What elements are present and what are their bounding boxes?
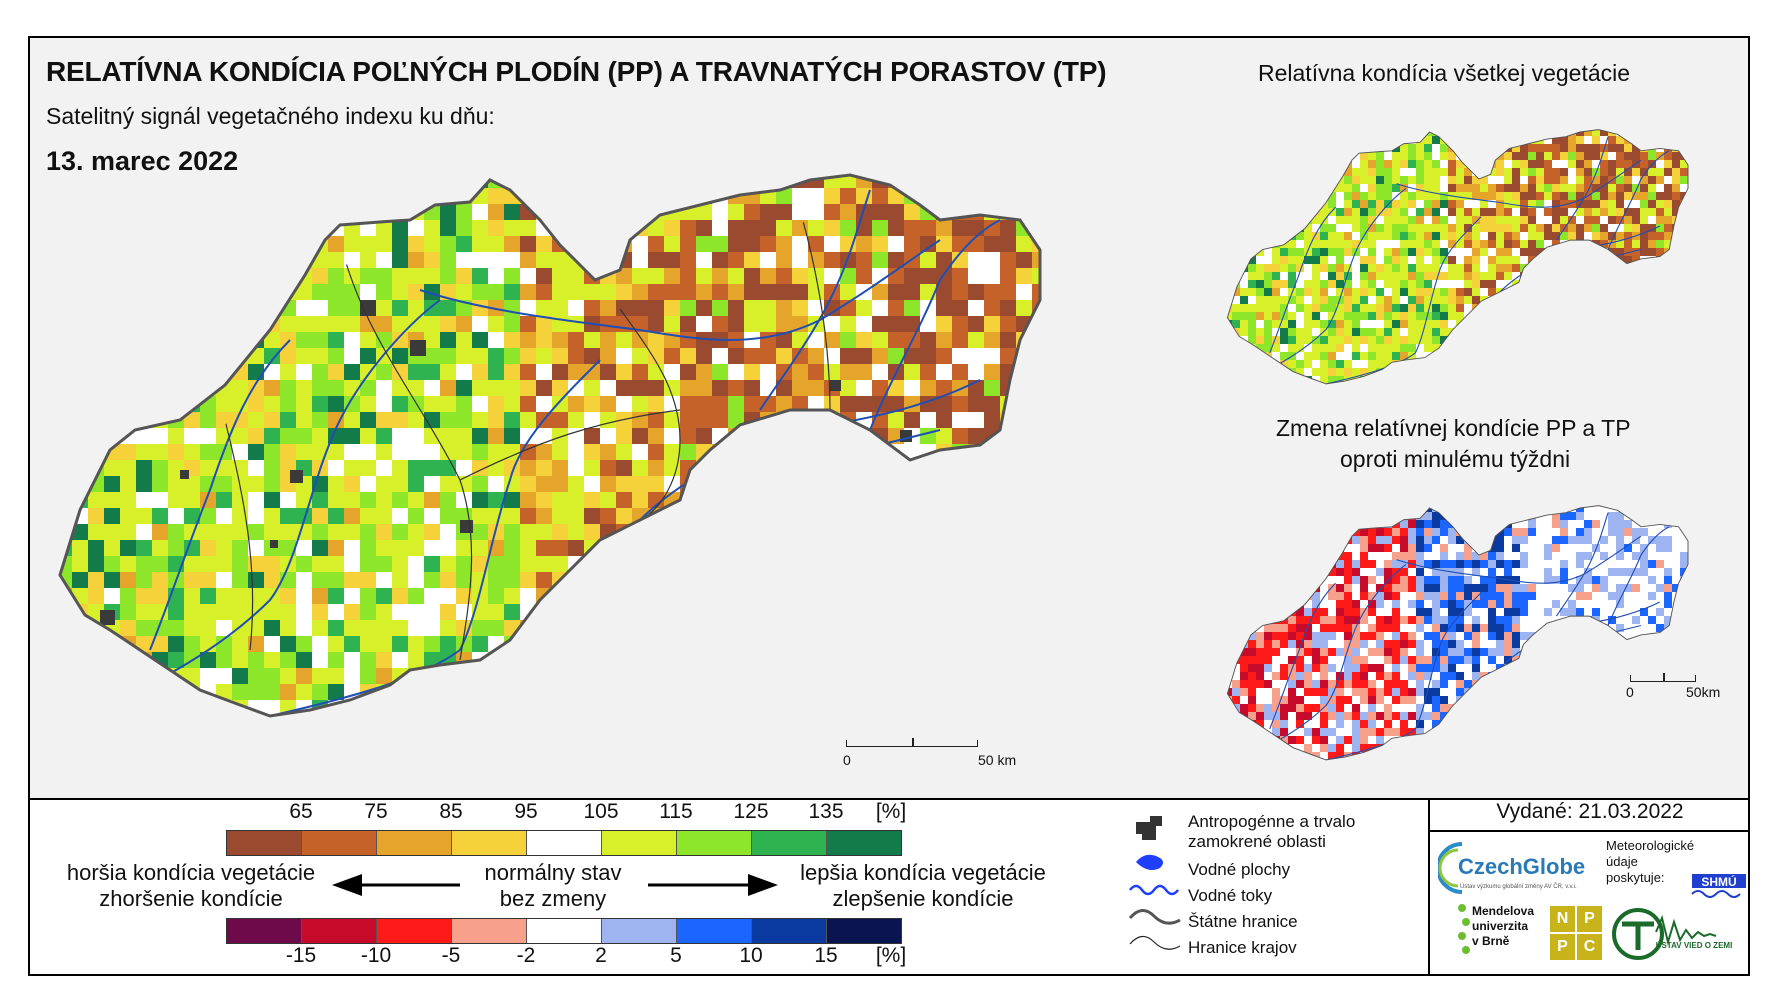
water-areas-label: Vodné plochy — [1188, 860, 1291, 879]
inset-change-title-1: Zmena relatívnej kondície PP a TP — [1276, 415, 1631, 441]
colorbar-swatch — [302, 831, 377, 855]
page-title: RELATÍVNA KONDÍCIA POĽNÝCH PLODÍN (PP) A… — [46, 56, 1107, 87]
meteo-text: Meteorologické údaje poskytuje: — [1606, 838, 1695, 885]
colorbar-swatch — [377, 919, 452, 943]
colorbar-swatch — [602, 919, 677, 943]
region-border-icon — [1129, 935, 1181, 950]
water-streams-label: Vodné toky — [1188, 886, 1273, 905]
colorbar-swatch — [527, 831, 602, 855]
better-line-2: zlepšenie kondície — [832, 886, 1014, 911]
river-icon — [1129, 884, 1179, 896]
colorbar-tick-label: 135 — [808, 800, 844, 823]
uvz-logo: ÚSTAV VIED O ZEMI — [1612, 908, 1732, 960]
state-border-label: Štátne hranice — [1188, 912, 1298, 931]
colorbar-tick-label: -10 — [360, 944, 392, 967]
inset-scale-end: 50km — [1686, 684, 1721, 700]
page-subtitle: Satelitný signál vegetačného indexu ku d… — [46, 103, 495, 129]
shmu-logo: SHMÚ — [1691, 874, 1746, 898]
better-line-1: lepšia kondícia vegetácie — [800, 860, 1046, 885]
anthropogenic-line-1: Antropogénne a trvalo — [1188, 812, 1356, 831]
colorbar-tick-label: -5 — [441, 944, 461, 967]
mendel-logo-icon — [1458, 904, 1470, 954]
data-date: 13. marec 2022 — [46, 146, 239, 176]
region-borders — [219, 215, 831, 661]
condition-colorbar — [226, 830, 902, 856]
inset-change-title-2: oproti minulému týždni — [1340, 446, 1571, 472]
scale-end: 50 km — [978, 752, 1017, 768]
colorbar-tick-label: 75 — [364, 800, 388, 823]
normal-description: normálny stav bez zmeny — [468, 860, 638, 912]
colorbar-swatch — [752, 831, 827, 855]
inset-all-vegetation-title: Relatívna kondícia všetkej vegetácie — [1258, 60, 1631, 86]
right-arrow-icon — [748, 874, 778, 896]
colorbar-swatch — [527, 919, 602, 943]
colorbar-swatch — [602, 831, 677, 855]
colorbar-tick-label: 95 — [514, 800, 538, 823]
czechglobe-logo: CzechGlobe Ústav výzkumu globální změny … — [1438, 842, 1585, 894]
colorbar-tick-label: -2 — [516, 944, 536, 967]
colorbar-tick-label: -15 — [285, 944, 317, 967]
anthropogenic-label: Antropogénne a trvalo zamokrené oblasti — [1188, 812, 1355, 852]
legend-panel — [28, 798, 1750, 976]
colorbar-swatch — [677, 831, 752, 855]
colorbar-tick-label: [%] — [875, 944, 907, 967]
colorbar-tick-label: 65 — [289, 800, 313, 823]
better-description: lepšia kondícia vegetácie zlepšenie kond… — [778, 860, 1068, 912]
normal-line-2: bez zmeny — [499, 886, 607, 911]
colorbar-tick-label: 115 — [659, 800, 693, 823]
scale-start: 0 — [843, 752, 851, 768]
region-border-label: Hranice krajov — [1188, 938, 1297, 957]
colorbar-tick-label: 85 — [439, 800, 463, 823]
main-map — [58, 173, 1042, 718]
water-area-icon — [1136, 854, 1163, 870]
colorbar-swatch — [452, 919, 527, 943]
colorbar-swatch — [452, 831, 527, 855]
colorbar-swatch — [227, 831, 302, 855]
change-colorbar — [226, 918, 902, 944]
inset-all-vegetation-map — [1226, 128, 1689, 385]
anthropogenic-line-2: zamokrené oblasti — [1188, 832, 1326, 851]
worse-line-1: horšia kondícia vegetácie — [66, 860, 316, 885]
left-arrow-icon — [332, 874, 362, 896]
colorbar-tick-label: 15 — [814, 944, 838, 967]
colorbar-tick-label: 125 — [733, 800, 769, 823]
colorbar-swatch — [677, 919, 752, 943]
colorbar-swatch — [227, 919, 302, 943]
colorbar-tick-label: 5 — [670, 944, 682, 967]
inset-scale-bar — [1630, 673, 1696, 682]
normal-line-1: normálny stav — [484, 860, 622, 885]
worse-line-2: zhoršenie kondície — [99, 886, 283, 911]
czechglobe-text: CzechGlobe — [1458, 854, 1585, 879]
colorbar-swatch — [302, 919, 377, 943]
colorbar-tick-label: 105 — [583, 800, 619, 823]
arrows — [332, 874, 778, 896]
publisher-box: Vydané: 21.03.2022 CzechGlobe Ústav výzk… — [1428, 798, 1750, 976]
colorbar-tick-label: 10 — [739, 944, 763, 967]
colorbar-swatch — [752, 919, 827, 943]
scale-bar — [846, 738, 978, 747]
state-border-icon — [1128, 909, 1181, 925]
colorbar-swatch — [377, 831, 452, 855]
issued-date: Vydané: 21.03.2022 — [1496, 800, 1684, 823]
colorbar-swatch — [827, 831, 901, 855]
worse-description: horšia kondícia vegetácie zhoršenie kond… — [46, 860, 336, 912]
colorbar-swatch — [827, 919, 901, 943]
map-symbols — [1128, 816, 1181, 950]
colorbar-tick-label: 2 — [595, 944, 607, 967]
colorbar-tick-label: [%] — [875, 800, 907, 823]
urban-area-icon — [1136, 816, 1162, 840]
inset-change-map — [1226, 504, 1689, 761]
nppc-logo: N P P C — [1550, 906, 1602, 960]
inset-scale-start: 0 — [1626, 684, 1634, 700]
mendel-text: Mendelova univerzita v Brně — [1472, 904, 1535, 948]
